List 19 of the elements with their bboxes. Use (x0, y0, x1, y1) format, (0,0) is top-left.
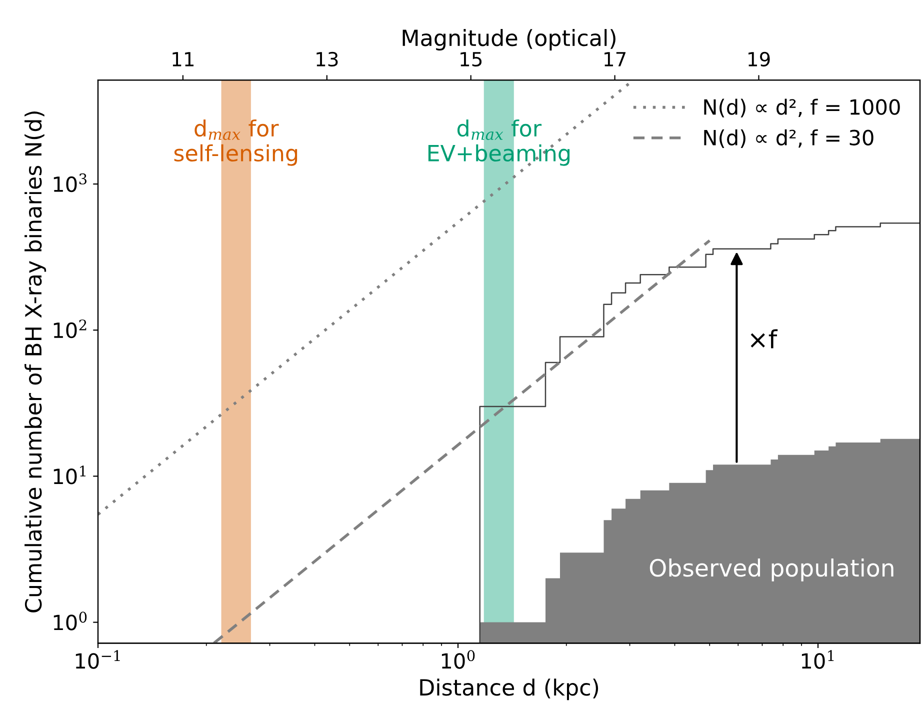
x2-tick-label: 19 (748, 52, 770, 67)
y-tick-label: 10$^{1}$ (54, 466, 86, 484)
legend-label: N(d) ∝ d², f = 1000 (704, 98, 900, 118)
x-axis-title: Distance d (kpc) (420, 678, 598, 700)
y-axis-title: Cumulative number of BH X-ray binaries N(d) (24, 112, 46, 612)
x-tick-label: 10$^{1}$ (802, 650, 834, 669)
y-tick-label: 10$^{3}$ (54, 173, 86, 192)
legend-label: N(d) ∝ d², f = 30 (704, 129, 874, 148)
x2-tick-label: 17 (604, 52, 626, 66)
x2-tick-label: 11 (172, 52, 194, 66)
x2-tick-label: 15 (460, 52, 482, 67)
annotation: Observed population (650, 558, 894, 582)
y-tick-label: 10$^{0}$ (54, 612, 87, 630)
x-tick-label: 10$^{0}$ (442, 650, 475, 669)
x-tick-label: 10$^{−1}$ (76, 650, 120, 669)
x2-tick-label: 13 (316, 52, 338, 67)
y-tick-label: 10$^{2}$ (54, 319, 86, 338)
annotation: ×f (750, 329, 778, 348)
x2-axis-title: Magnitude (optical) (402, 29, 616, 51)
